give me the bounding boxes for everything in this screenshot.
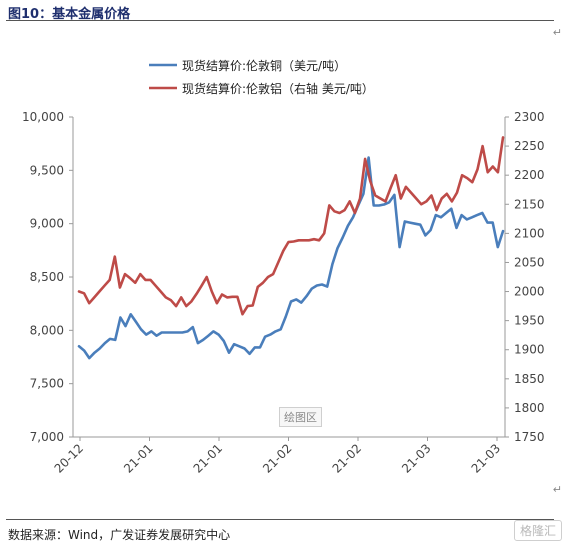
figure-title: 图10：基本金属价格 [8, 7, 131, 22]
right-tick-label: 2250 [514, 139, 545, 153]
right-tick-label: 2300 [514, 110, 545, 124]
right-tick-label: 1750 [514, 430, 545, 444]
plot-area-label: 绘图区 [279, 407, 322, 427]
left-tick-label: 10,000 [22, 110, 64, 124]
legend-label-copper: 现货结算价:伦敦铜（美元/吨） [182, 58, 346, 73]
return-mark: ↵ [552, 26, 562, 39]
bottom-rule [6, 519, 554, 520]
right-tick-label: 2200 [514, 168, 545, 182]
series-line-copper [77, 156, 505, 360]
x-tick-label: 21-02 [260, 441, 295, 476]
top-rule [6, 20, 554, 21]
right-tick-label: 1850 [514, 372, 545, 386]
left-tick-label: 9,000 [30, 217, 64, 231]
x-tick-label: 21-01 [191, 441, 226, 476]
series-line-aluminum [77, 136, 505, 316]
left-tick-label: 9,500 [30, 163, 64, 177]
right-tick-label: 1950 [514, 314, 545, 328]
x-tick-label: 20-12 [52, 441, 87, 476]
x-tick-label: 21-03 [399, 441, 434, 476]
x-tick-label: 21-02 [330, 441, 365, 476]
source-note: 数据来源：Wind，广发证券发展研究中心 [8, 528, 231, 542]
series-lines [77, 136, 505, 360]
right-tick-label: 1900 [514, 343, 545, 357]
legend-label-aluminum: 现货结算价:伦敦铝（右轴 美元/吨） [182, 81, 374, 96]
legend: 现货结算价:伦敦铜（美元/吨） 现货结算价:伦敦铝（右轴 美元/吨） [149, 58, 374, 96]
right-tick-label: 2150 [514, 197, 545, 211]
left-tick-label: 7,000 [30, 430, 64, 444]
right-tick-label: 2050 [514, 255, 545, 269]
left-tick-label: 8,500 [30, 270, 64, 284]
right-tick-label: 2100 [514, 226, 545, 240]
right-tick-label: 2000 [514, 285, 545, 299]
x-tick-label: 21-03 [469, 441, 504, 476]
x-tick-label: 21-01 [121, 441, 156, 476]
left-tick-label: 8,000 [30, 323, 64, 337]
right-tick-label: 1800 [514, 401, 545, 415]
return-mark-2: ↵ [552, 483, 562, 496]
left-tick-label: 7,500 [30, 377, 64, 391]
watermark-logo: 格隆汇 [513, 520, 562, 541]
